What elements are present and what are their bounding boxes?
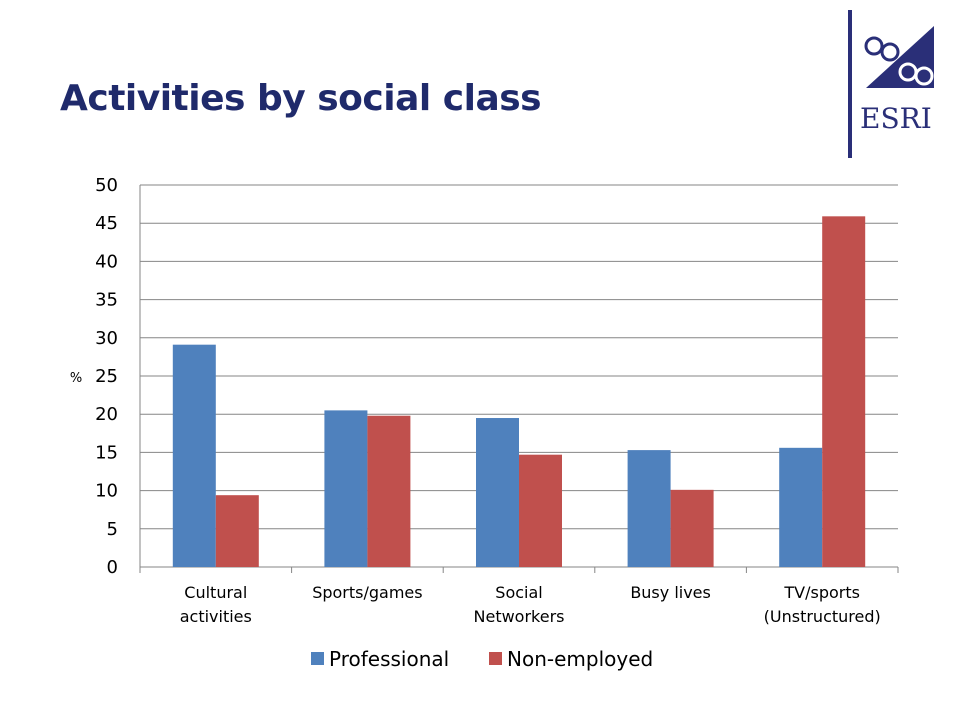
y-tick-label: 35 bbox=[95, 290, 118, 311]
x-tick-label: Sports/games bbox=[312, 583, 422, 602]
x-tick-label: Busy lives bbox=[630, 583, 711, 602]
y-tick-label: 30 bbox=[95, 328, 118, 349]
y-tick-label: 20 bbox=[95, 404, 118, 425]
y-tick-label: 40 bbox=[95, 251, 118, 272]
bar-professional bbox=[476, 418, 519, 567]
legend-swatch bbox=[489, 652, 502, 665]
bar-non-employed bbox=[670, 489, 714, 567]
y-tick-label: 5 bbox=[107, 519, 118, 540]
bar-non-employed bbox=[519, 454, 562, 567]
logo-circle-1 bbox=[864, 36, 884, 56]
esri-logo: ESRI bbox=[848, 10, 934, 158]
y-tick-label: 15 bbox=[95, 442, 118, 463]
x-tick-labels: Cultural activities Sports/games Social Netw… bbox=[139, 567, 899, 626]
y-tick-labels: 0 5 10 15 20 25 30 35 40 45 50 bbox=[95, 175, 118, 578]
y-tick-label: 10 bbox=[95, 481, 118, 502]
y-tick-label: 45 bbox=[95, 213, 118, 234]
legend-swatch bbox=[311, 652, 324, 665]
logo-circle-4 bbox=[914, 66, 934, 86]
bar-non-employed bbox=[367, 415, 411, 567]
bar-professional bbox=[779, 447, 823, 567]
logo-text: ESRI bbox=[860, 102, 932, 135]
bars bbox=[172, 216, 866, 567]
x-tick-label: Networkers bbox=[474, 607, 565, 626]
bar-non-employed bbox=[215, 495, 259, 567]
bar-professional bbox=[627, 450, 671, 567]
y-axis-label: % bbox=[70, 371, 82, 386]
legend-label: Professional bbox=[329, 647, 449, 671]
x-tick-label: TV/sports bbox=[783, 583, 860, 602]
bar-professional bbox=[324, 410, 368, 567]
bar-non-employed bbox=[822, 216, 866, 567]
y-tick-label: 0 bbox=[107, 557, 118, 578]
x-tick-label: Cultural bbox=[184, 583, 247, 602]
y-tick-label: 50 bbox=[95, 175, 118, 196]
slide-title: Activities by social class bbox=[60, 78, 542, 119]
x-tick-label: (Unstructured) bbox=[764, 607, 881, 626]
legend: Professional Non-employed bbox=[311, 647, 653, 671]
x-tick-label: Social bbox=[495, 583, 542, 602]
bar-professional bbox=[172, 344, 216, 567]
y-tick-label: 25 bbox=[95, 366, 118, 387]
legend-label: Non-employed bbox=[507, 647, 653, 671]
logo-circle-2 bbox=[880, 42, 900, 62]
x-tick-label: activities bbox=[180, 607, 252, 626]
logo-vertical-bar bbox=[848, 10, 852, 158]
